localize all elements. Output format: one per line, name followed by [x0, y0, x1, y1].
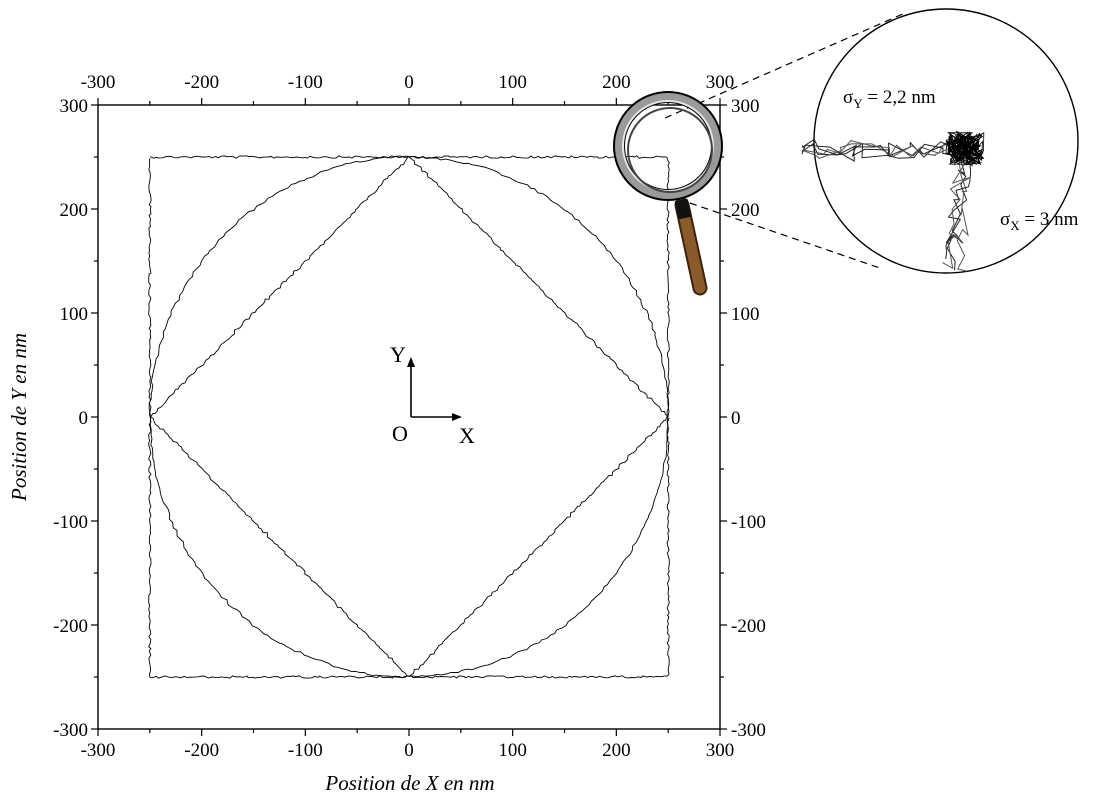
y-tick-label-right: 0	[731, 408, 741, 429]
x-tick-label-bottom: 200	[602, 740, 631, 761]
x-tick-label-top: -100	[288, 72, 323, 93]
axis-ticks	[91, 98, 727, 736]
x-tick-label-bottom: -300	[81, 740, 116, 761]
x-axis-letter: X	[459, 423, 475, 448]
x-axis-title: Position de X en nm	[324, 771, 494, 795]
x-tick-label-top: 300	[706, 72, 735, 93]
y-tick-label-left: -100	[53, 512, 88, 533]
trajectory-series	[148, 155, 670, 679]
x-tick-label-bottom: 100	[498, 740, 527, 761]
y-tick-label-left: 0	[79, 408, 89, 429]
x-tick-label-bottom: 300	[706, 740, 735, 761]
x-tick-label-top: 200	[602, 72, 631, 93]
x-tick-label-top: 0	[404, 72, 414, 93]
y-axis-letter: Y	[390, 342, 406, 367]
x-tick-label-bottom: 0	[404, 740, 414, 761]
magnifier-icon	[613, 91, 723, 296]
y-tick-label-right: 200	[731, 200, 760, 221]
origin-label: O	[392, 421, 408, 446]
zoom-trace-line	[956, 148, 969, 272]
zoom-callout: σY = 2,2 nm σX = 3 nm	[664, 8, 1079, 274]
zoom-trace-line	[946, 149, 972, 271]
zoom-trace-cluster	[945, 130, 985, 166]
x-tick-label-top: -300	[81, 72, 116, 93]
y-tick-label-left: -300	[53, 720, 88, 741]
y-tick-label-left: 300	[60, 96, 89, 117]
series-diamond	[150, 155, 668, 677]
y-axis-title: Position de Y en nm	[7, 333, 31, 502]
y-tick-label-right: 100	[731, 304, 760, 325]
x-tick-label-top: 100	[498, 72, 527, 93]
x-tick-label-bottom: -100	[288, 740, 323, 761]
plot-frame	[97, 104, 721, 730]
tick-labels: -300-300-200-200-100-1000010010020020030…	[53, 72, 766, 761]
y-tick-label-right: -100	[731, 512, 766, 533]
zoom-trace-line	[801, 143, 969, 159]
y-tick-label-right: 300	[731, 96, 760, 117]
y-tick-label-left: 100	[60, 304, 89, 325]
y-tick-label-right: -200	[731, 616, 766, 637]
series-square	[148, 155, 670, 679]
series-circle	[148, 155, 670, 678]
y-tick-label-left: 200	[60, 200, 89, 221]
y-tick-label-right: -300	[731, 720, 766, 741]
sigma-y-label: σY = 2,2 nm	[843, 87, 936, 111]
origin-axes: O X Y	[390, 342, 475, 448]
y-tick-label-left: -200	[53, 616, 88, 637]
sigma-x-label: σX = 3 nm	[1000, 209, 1079, 233]
x-tick-label-bottom: -200	[184, 740, 219, 761]
zoom-trace-line	[942, 149, 974, 270]
zoom-trace	[801, 130, 985, 272]
zoom-trace-line	[801, 138, 964, 159]
zoom-trace-line	[801, 140, 970, 158]
x-tick-label-top: -200	[184, 72, 219, 93]
